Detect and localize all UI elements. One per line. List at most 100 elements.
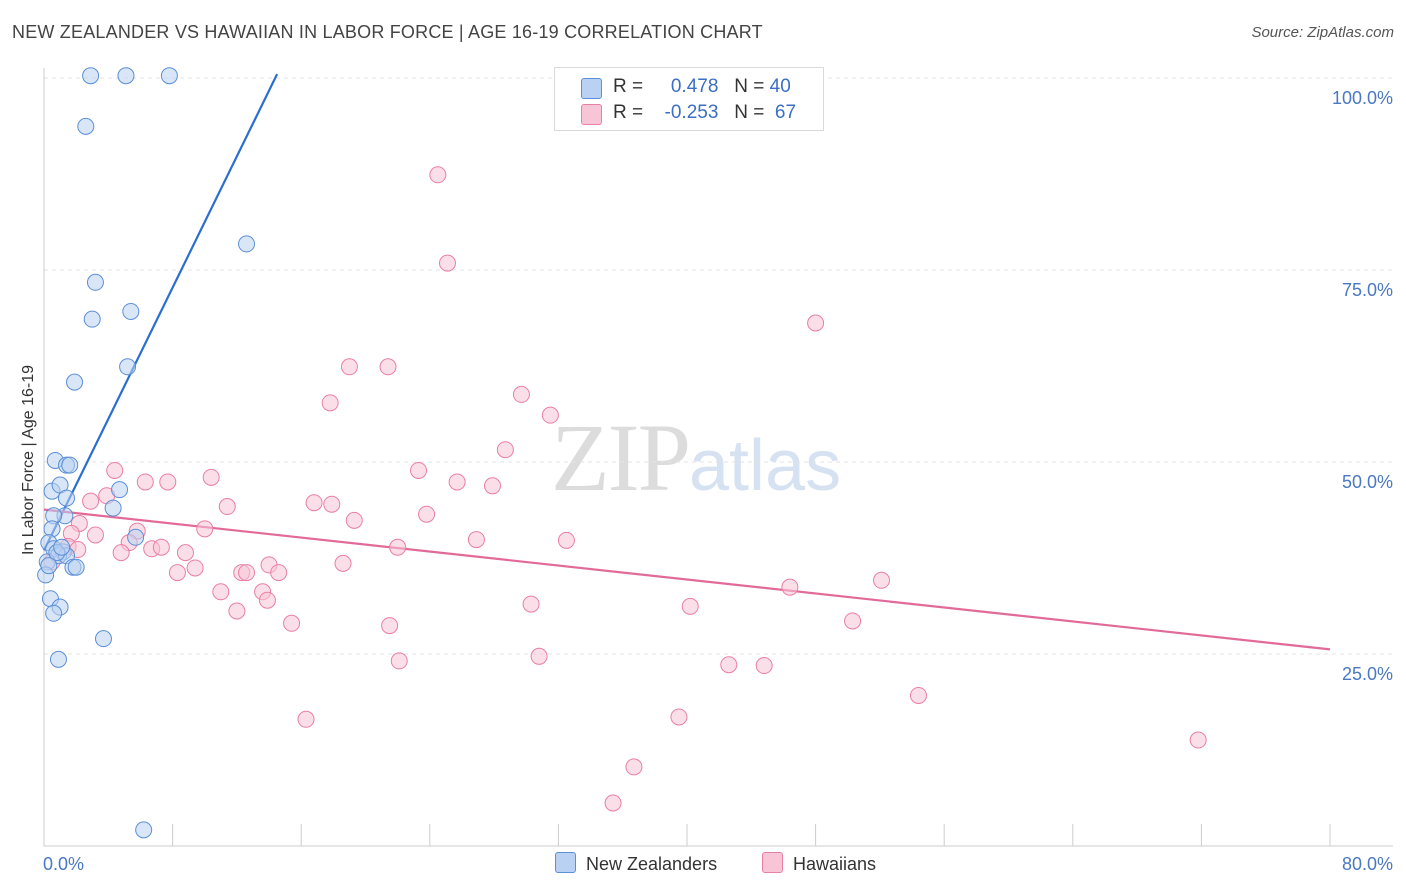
watermark-atlas: atlas (689, 426, 842, 506)
legend-label-new-zealanders: New Zealanders (586, 854, 718, 874)
hawaiian-point (305, 494, 323, 512)
legend-n-value: 40 (769, 76, 791, 97)
hawaiian-point (186, 559, 204, 577)
hawaiian-point (512, 385, 530, 403)
hawaiian-point (681, 597, 699, 615)
hawaiian-point (381, 617, 399, 635)
new-zealander-point (82, 67, 100, 85)
legend-r-label: R = (613, 76, 644, 97)
hawaiian-point (82, 492, 100, 510)
hawaiian-point (390, 652, 408, 670)
new-zealander-point (86, 273, 104, 291)
trend-line-hawaiians (43, 508, 1331, 651)
hawaiian-point (467, 531, 485, 549)
hawaiian-point (168, 564, 186, 582)
hawaiian-point (844, 612, 862, 630)
chart-title: NEW ZEALANDER VS HAWAIIAN IN LABOR FORCE… (12, 22, 763, 42)
legend-n-label: N = (734, 102, 765, 123)
legend-r-value: -0.253 (664, 102, 719, 123)
hawaiian-point (720, 656, 738, 674)
new-zealander-point (135, 821, 153, 839)
hawaiian-point (873, 571, 891, 589)
new-zealander-point (119, 358, 137, 376)
new-zealander-point (40, 557, 58, 575)
hawaiian-point (389, 538, 407, 556)
new-zealander-point (45, 604, 63, 622)
new-zealander-point (127, 528, 145, 546)
x-tick-label-max: 80.0% (1342, 854, 1393, 874)
legend-r-value: 0.478 (670, 76, 719, 97)
trend-line-new-zealanders (43, 73, 279, 551)
new-zealander-point (160, 67, 178, 85)
new-zealander-point (61, 456, 79, 474)
hawaiian-point (218, 498, 236, 516)
legend-label-hawaiians: Hawaiians (793, 854, 877, 874)
new-zealander-point (238, 235, 256, 253)
new-zealander-point (77, 117, 95, 135)
new-zealander-point (67, 558, 85, 576)
new-zealander-point (111, 481, 129, 499)
correlation-legend: R = 0.478 N = 40 R = -0.253 N = 67 (554, 67, 824, 131)
legend-swatch-new-zealanders (555, 852, 576, 873)
new-zealander-point (117, 67, 135, 85)
watermark-zip: ZIP (551, 404, 691, 511)
hawaiian-point (1189, 731, 1207, 749)
points-layer (37, 67, 1207, 839)
hawaiian-point (807, 314, 825, 332)
hawaiian-point (297, 710, 315, 728)
hawaiian-point (541, 406, 559, 424)
hawaiian-point (345, 511, 363, 529)
hawaiian-point (321, 394, 339, 412)
hawaiian-point (781, 578, 799, 596)
hawaiian-point (379, 358, 397, 376)
hawaiian-point (228, 602, 246, 620)
new-zealander-point (94, 630, 112, 648)
hawaiian-point (159, 473, 177, 491)
hawaiian-point (522, 595, 540, 613)
hawaiian-point (670, 708, 688, 726)
x-tick-label-min: 0.0% (43, 854, 84, 874)
hawaiian-point (557, 531, 575, 549)
hawaiian-point (496, 441, 514, 459)
hawaiian-point (86, 526, 104, 544)
y-tick-label-100: 100.0% (1332, 88, 1393, 108)
axis-layer: 25.0% 50.0% 75.0% 100.0% (43, 68, 1393, 847)
hawaiian-point (909, 686, 927, 704)
hawaiian-point (429, 166, 447, 184)
hawaiian-point (755, 657, 773, 675)
legend-swatch-hawaiians (762, 852, 783, 873)
legend-n-value: 67 (774, 102, 797, 123)
y-tick-label-50: 50.0% (1342, 472, 1393, 492)
hawaiian-point (448, 473, 466, 491)
new-zealander-point (58, 489, 76, 507)
legend-swatch-hawaiians (581, 104, 602, 125)
hawaiian-point (202, 468, 220, 486)
hawaiian-point (530, 647, 548, 665)
new-zealander-point (66, 373, 84, 391)
hawaiian-point (604, 794, 622, 812)
new-zealander-point (83, 310, 101, 328)
new-zealander-point (43, 520, 61, 538)
hawaiian-point (334, 554, 352, 572)
hawaiian-point (112, 544, 130, 562)
zipatlas-watermark: ZIPatlas (551, 402, 841, 513)
legend-r-label: R = (613, 102, 644, 123)
hawaiian-point (418, 505, 436, 523)
new-zealander-point (53, 538, 71, 556)
hawaiian-point (283, 614, 301, 632)
y-tick-label-75: 75.0% (1342, 280, 1393, 300)
hawaiian-point (410, 461, 428, 479)
new-zealander-point (122, 302, 140, 320)
new-zealander-point (104, 499, 122, 517)
hawaiian-point (323, 495, 341, 513)
legend-swatch-new-zealanders (581, 78, 602, 99)
hawaiian-point (483, 477, 501, 495)
hawaiian-point (258, 591, 276, 609)
trend-layer (43, 73, 1331, 651)
hawaiian-point (152, 538, 170, 556)
hawaiian-point (176, 544, 194, 562)
new-zealander-point (49, 650, 67, 668)
hawaiian-point (196, 520, 214, 538)
hawaiian-point (212, 583, 230, 601)
